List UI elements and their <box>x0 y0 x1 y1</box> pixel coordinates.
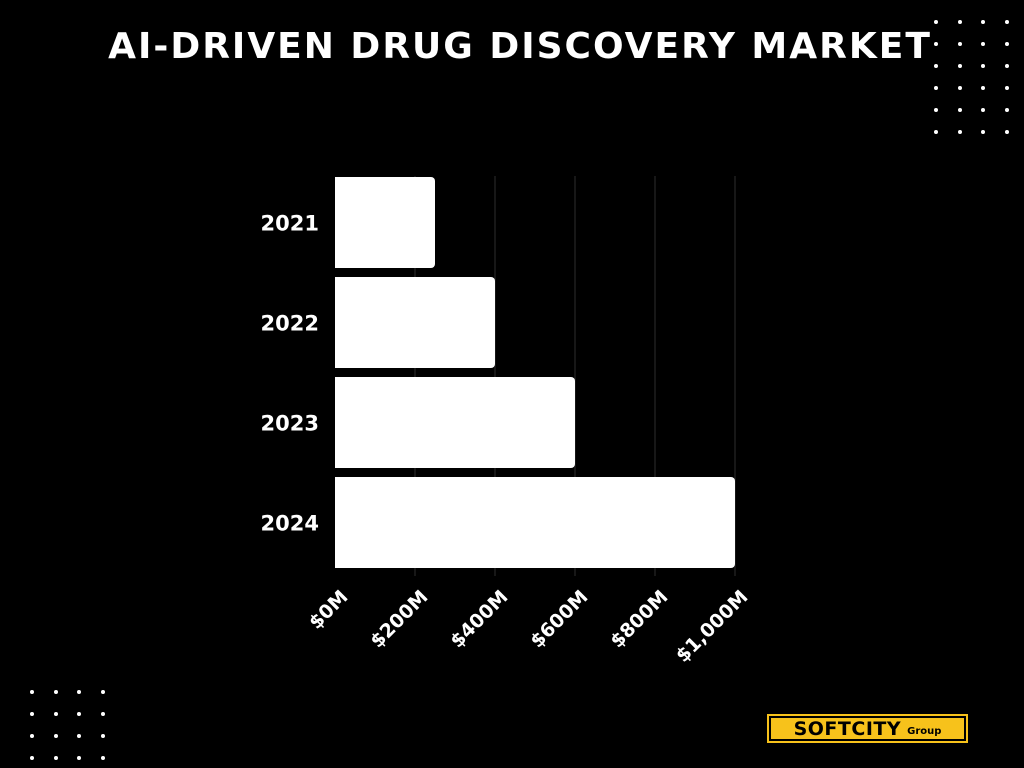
decor-dot <box>957 108 962 112</box>
decor-dot <box>30 734 34 738</box>
decor-dot <box>957 20 962 24</box>
decor-dot <box>934 42 938 46</box>
decor-dot <box>957 42 962 46</box>
decor-dot <box>934 86 938 90</box>
decor-dot <box>100 734 105 738</box>
bar-2024-left-edge <box>335 477 341 568</box>
chart-title: AI-DRIVEN DRUG DISCOVERY MARKET <box>108 26 932 67</box>
x-tick-label: $0M <box>305 586 353 634</box>
decor-dot <box>981 86 985 90</box>
decor-dot <box>1004 108 1009 112</box>
decor-dot <box>100 756 105 760</box>
decor-dot <box>30 712 34 716</box>
x-tick-label: $800M <box>606 586 672 652</box>
decor-dot <box>934 108 938 112</box>
decor-dot <box>1004 20 1009 24</box>
decor-dot <box>981 64 985 68</box>
decor-dot <box>981 20 985 24</box>
decor-dot <box>934 20 938 24</box>
decor-dot <box>1004 64 1009 68</box>
decor-dot <box>77 712 81 716</box>
logo-sub-text: Group <box>907 725 942 737</box>
bar-2021 <box>335 177 435 268</box>
category-label: 2021 <box>261 212 319 236</box>
decor-dot <box>981 108 985 112</box>
decor-dot <box>30 756 34 760</box>
category-label: 2024 <box>261 512 319 536</box>
decor-dot <box>100 690 105 694</box>
x-tick-label: $600M <box>526 586 592 652</box>
decor-dot <box>53 712 58 716</box>
bar-2024 <box>335 477 735 568</box>
decor-dot <box>957 64 962 68</box>
bar-2022 <box>335 277 495 368</box>
decor-dot <box>1004 42 1009 46</box>
decor-dot <box>981 130 985 134</box>
decor-dot <box>1004 130 1009 134</box>
softcity-logo: SOFTCITY Group <box>767 714 968 743</box>
decor-dot <box>1004 86 1009 90</box>
decor-dot <box>934 130 938 134</box>
category-label: 2023 <box>261 412 319 436</box>
decor-dot <box>77 690 81 694</box>
x-tick-label: $1,000M <box>672 586 753 667</box>
x-tick-label: $200M <box>366 586 432 652</box>
decor-dot <box>53 690 58 694</box>
decor-dot <box>100 712 105 716</box>
x-tick-label: $400M <box>446 586 512 652</box>
bar-2023 <box>335 377 575 468</box>
category-label: 2022 <box>261 312 319 336</box>
decor-dot <box>77 734 81 738</box>
bar-2022-left-edge <box>335 277 341 368</box>
bar-2021-left-edge <box>335 177 341 268</box>
decor-dot <box>30 690 34 694</box>
decor-dot <box>934 64 938 68</box>
decor-dot <box>957 130 962 134</box>
bar-2023-left-edge <box>335 377 341 468</box>
decor-dot <box>53 756 58 760</box>
decor-dot <box>77 756 81 760</box>
logo-main-text: SOFTCITY <box>793 717 902 740</box>
decor-dot <box>53 734 58 738</box>
decor-dot <box>981 42 985 46</box>
decor-dot <box>957 86 962 90</box>
